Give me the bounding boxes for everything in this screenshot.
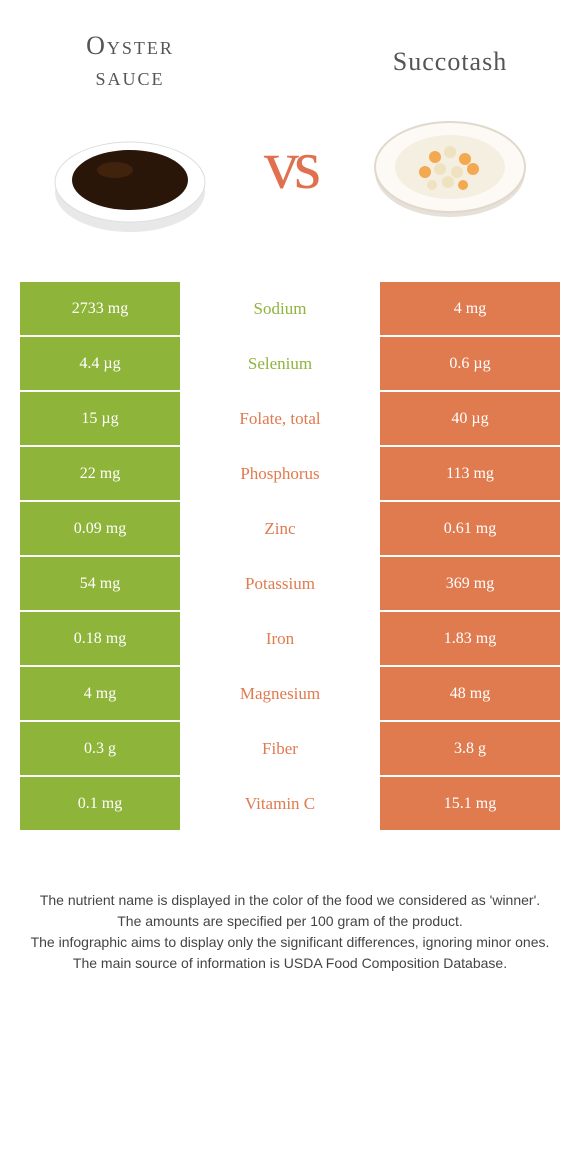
right-food-title: Succotash [393, 46, 507, 77]
nutrient-name-cell: Potassium [180, 557, 380, 610]
nutrient-name-cell: Folate, total [180, 392, 380, 445]
table-row: 2733 mgSodium4 mg [20, 282, 560, 335]
left-value-cell: 4.4 µg [20, 337, 180, 390]
footnote-line: The amounts are specified per 100 gram o… [30, 911, 550, 932]
nutrient-name-cell: Fiber [180, 722, 380, 775]
right-value-cell: 113 mg [380, 447, 560, 500]
nutrient-name-cell: Zinc [180, 502, 380, 555]
nutrient-name-cell: Sodium [180, 282, 380, 335]
table-row: 54 mgPotassium369 mg [20, 557, 560, 610]
left-value-cell: 4 mg [20, 667, 180, 720]
right-value-cell: 15.1 mg [380, 777, 560, 830]
left-value-cell: 22 mg [20, 447, 180, 500]
right-value-cell: 48 mg [380, 667, 560, 720]
table-row: 0.1 mgVitamin C15.1 mg [20, 777, 560, 830]
left-food-col: Oystersauce [30, 30, 230, 242]
table-row: 0.09 mgZinc0.61 mg [20, 502, 560, 555]
comparison-table: 2733 mgSodium4 mg4.4 µgSelenium0.6 µg15 … [20, 282, 560, 830]
nutrient-name-cell: Phosphorus [180, 447, 380, 500]
left-value-cell: 54 mg [20, 557, 180, 610]
nutrient-name-cell: Iron [180, 612, 380, 665]
nutrient-name-cell: Selenium [180, 337, 380, 390]
left-value-cell: 2733 mg [20, 282, 180, 335]
right-value-cell: 369 mg [380, 557, 560, 610]
left-food-title: Oystersauce [86, 30, 174, 92]
right-value-cell: 40 µg [380, 392, 560, 445]
oyster-sauce-icon [45, 112, 215, 242]
table-row: 4.4 µgSelenium0.6 µg [20, 337, 560, 390]
table-row: 15 µgFolate, total40 µg [20, 392, 560, 445]
table-row: 4 mgMagnesium48 mg [20, 667, 560, 720]
right-value-cell: 0.61 mg [380, 502, 560, 555]
table-row: 0.18 mgIron1.83 mg [20, 612, 560, 665]
right-value-cell: 1.83 mg [380, 612, 560, 665]
vs-label: vs [264, 126, 316, 206]
right-value-cell: 3.8 g [380, 722, 560, 775]
footnote-line: The nutrient name is displayed in the co… [30, 890, 550, 911]
footnote-line: The main source of information is USDA F… [30, 953, 550, 974]
table-row: 22 mgPhosphorus113 mg [20, 447, 560, 500]
left-value-cell: 15 µg [20, 392, 180, 445]
header: Oystersauce vs Succotash [0, 0, 580, 262]
nutrient-name-cell: Magnesium [180, 667, 380, 720]
right-value-cell: 0.6 µg [380, 337, 560, 390]
table-row: 0.3 gFiber3.8 g [20, 722, 560, 775]
left-value-cell: 0.1 mg [20, 777, 180, 830]
footnote-line: The infographic aims to display only the… [30, 932, 550, 953]
right-value-cell: 4 mg [380, 282, 560, 335]
footnote: The nutrient name is displayed in the co… [30, 890, 550, 974]
left-value-cell: 0.18 mg [20, 612, 180, 665]
right-food-col: Succotash [350, 46, 550, 227]
left-value-cell: 0.3 g [20, 722, 180, 775]
left-value-cell: 0.09 mg [20, 502, 180, 555]
nutrient-name-cell: Vitamin C [180, 777, 380, 830]
succotash-icon [365, 97, 535, 227]
